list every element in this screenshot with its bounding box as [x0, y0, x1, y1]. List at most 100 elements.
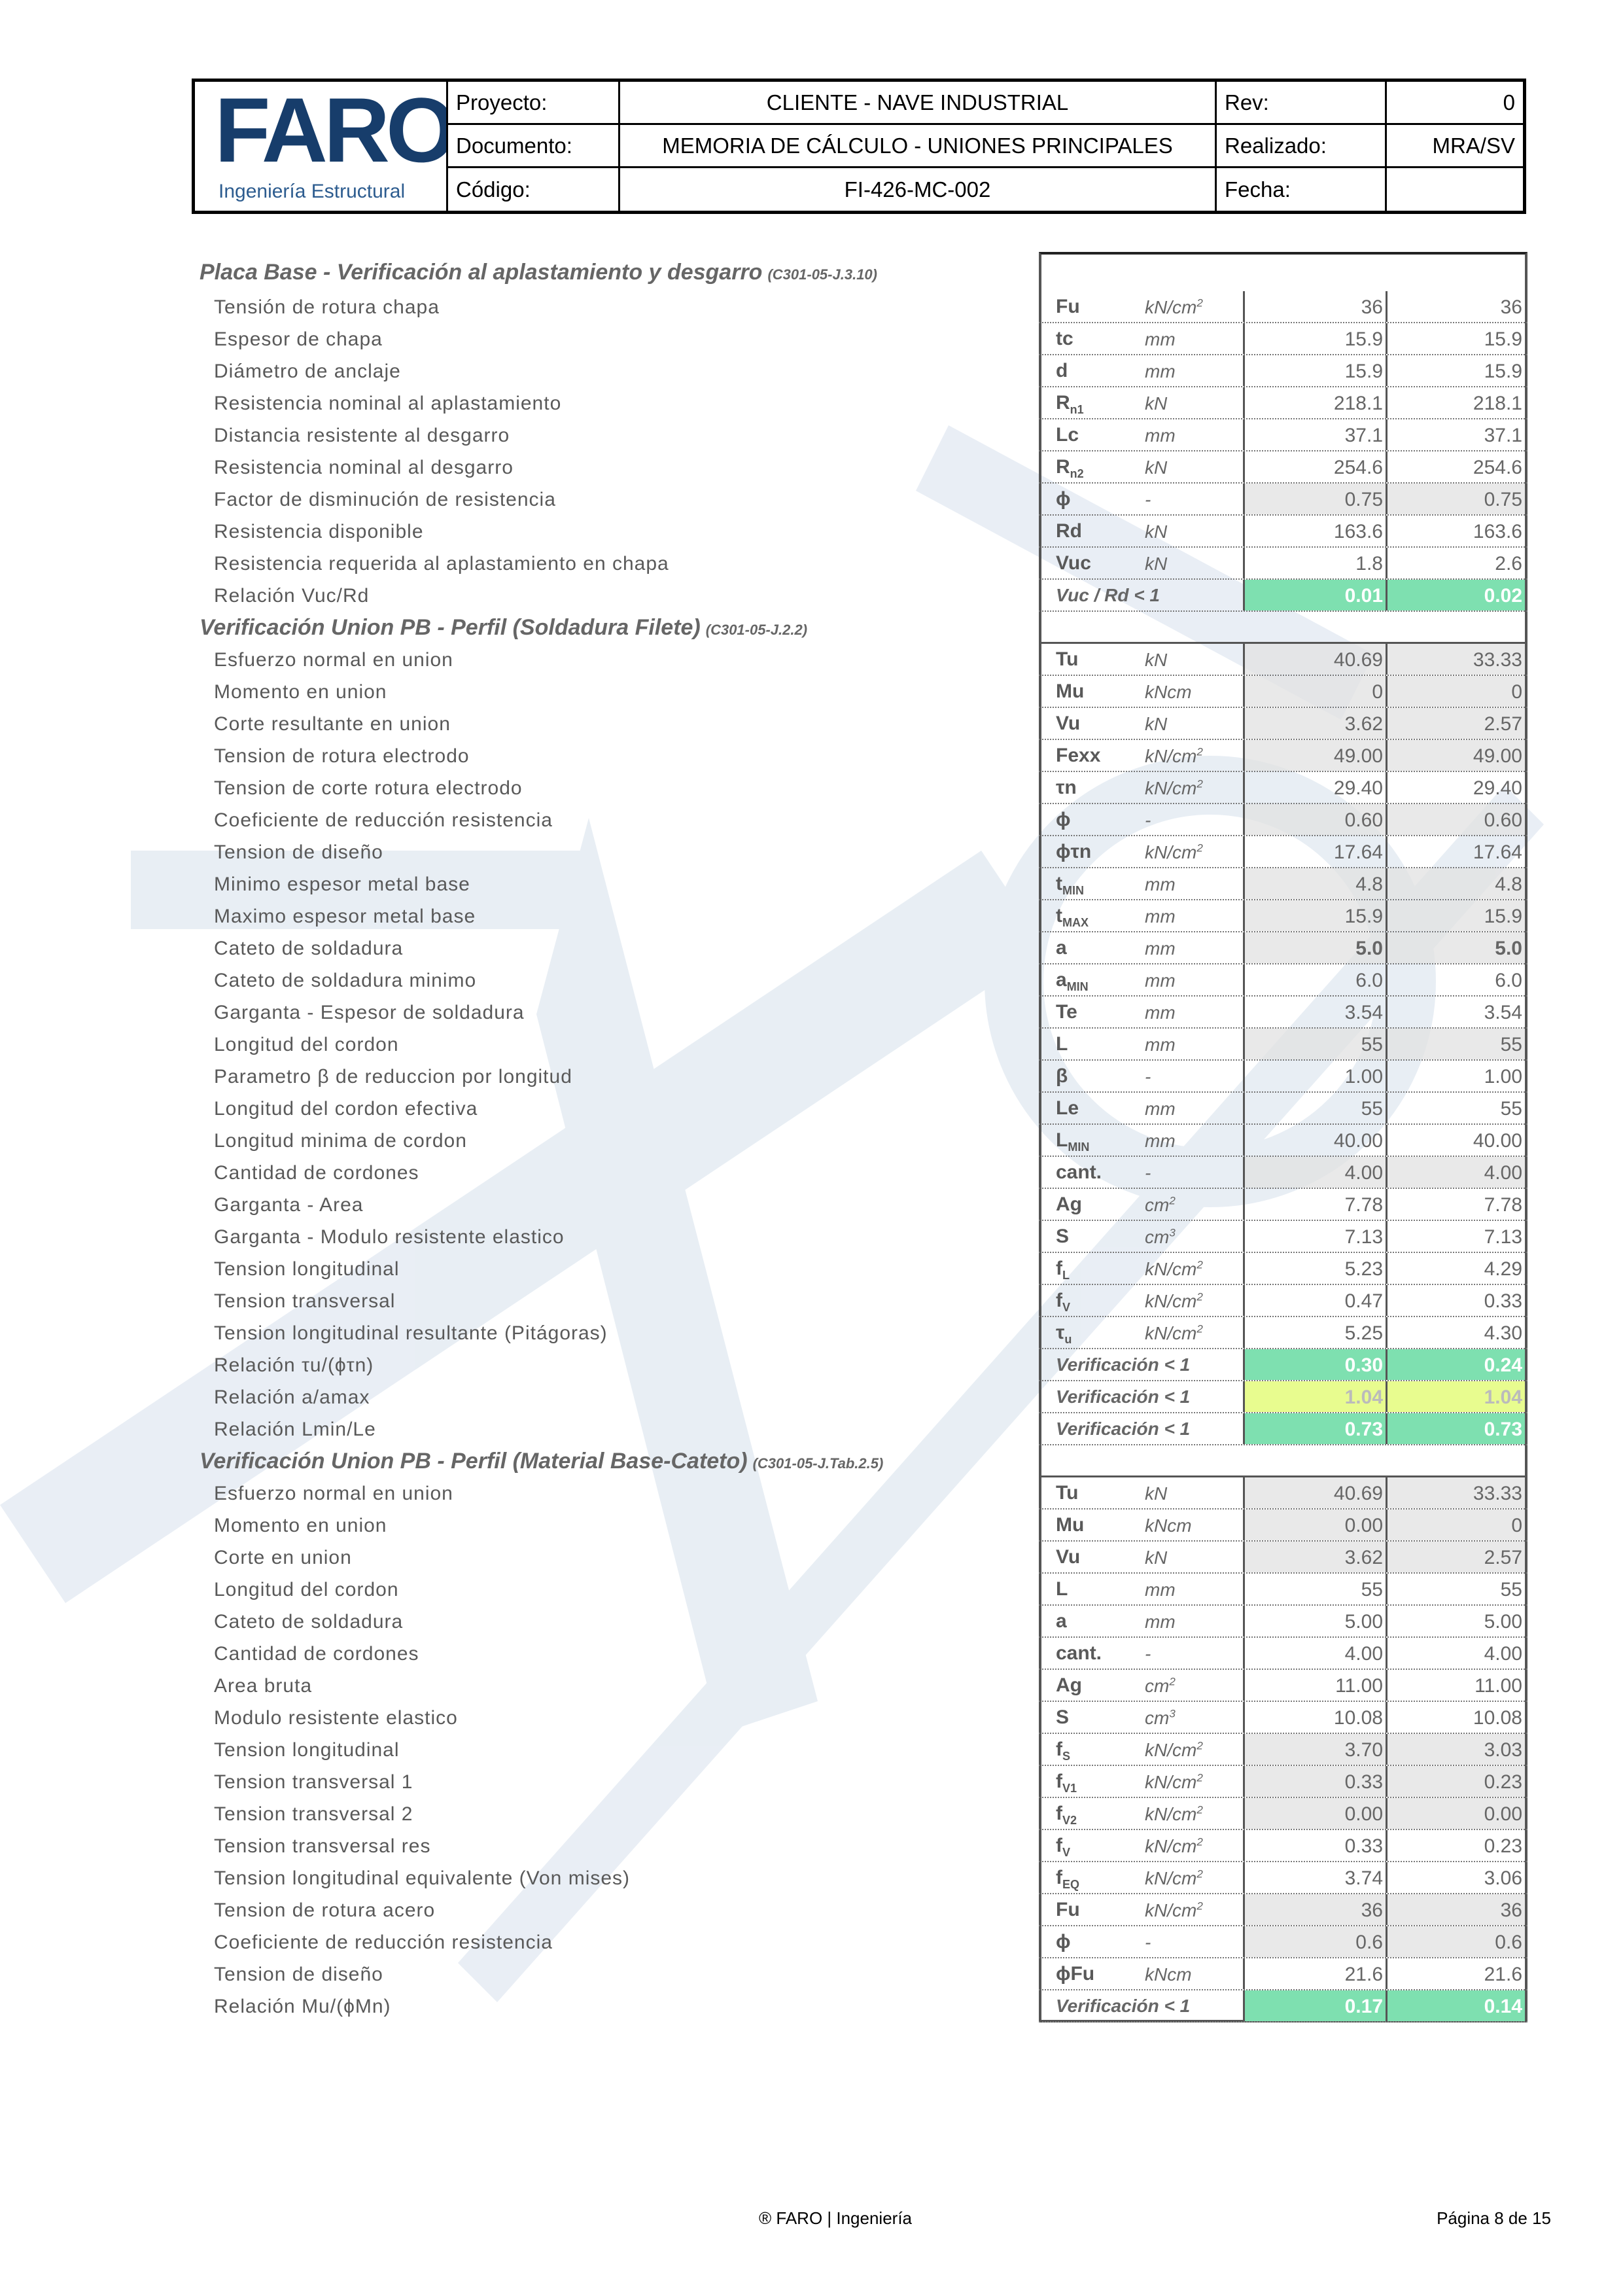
value-col-1: 5.25 [1243, 1317, 1386, 1348]
symbol-text: cant. [1056, 1161, 1102, 1183]
unit-text: mm [1145, 970, 1176, 991]
row-label: Tension transversal 1 [214, 1771, 413, 1793]
unit: kN [1145, 457, 1167, 479]
unit-text: kN/cm [1145, 1291, 1197, 1311]
unit: mm [1145, 1130, 1176, 1152]
table-row: fS kN/cm2 3.70 3.03 [1039, 1734, 1527, 1766]
table-row: ϕ - 0.6 0.6 [1039, 1926, 1527, 1958]
header-label2: Realizado: [1217, 125, 1387, 168]
section-code: (C301-05-J.2.2) [705, 622, 808, 638]
unit: kN [1145, 713, 1167, 735]
value-col-1: 6.0 [1243, 964, 1386, 995]
unit-text: kN [1145, 650, 1168, 670]
value-col-1: 0.75 [1243, 484, 1386, 514]
row-label: Relación Lmin/Le [214, 1419, 376, 1440]
section-title-text: Verificación Union PB - Perfil (Soldadur… [200, 615, 701, 640]
row-label: Tension de diseño [214, 1964, 383, 1985]
unit-exponent: 2 [1196, 745, 1203, 758]
symbol-subscript: u [1064, 1333, 1072, 1346]
symbol-text: f [1056, 1835, 1062, 1856]
symbol-text: Rd [1056, 520, 1082, 542]
symbol-text: cant. [1056, 1642, 1102, 1664]
row-label: Maximo espesor metal base [214, 906, 476, 927]
row-label: Cantidad de cordones [214, 1162, 419, 1184]
table-row: τn kN/cm2 29.40 29.40 [1039, 772, 1527, 804]
value-col-2: 7.78 [1386, 1189, 1525, 1220]
value-col-2: 0.23 [1386, 1830, 1525, 1861]
symbol: Tu [1056, 1481, 1078, 1505]
symbol: L [1056, 1033, 1068, 1056]
symbol: fV [1056, 1834, 1070, 1858]
value-col-1: 36 [1243, 1894, 1386, 1925]
symbol: Ag [1056, 1193, 1082, 1216]
value-col-2: 33.33 [1386, 644, 1525, 675]
unit: kN [1145, 553, 1167, 575]
value-col-1: 254.6 [1243, 451, 1386, 482]
unit-exponent: 2 [1169, 1194, 1176, 1207]
table-row: cant. - 4.00 4.00 [1039, 1157, 1527, 1189]
unit-exponent: 2 [1169, 1675, 1176, 1688]
value-col-2: 0.02 [1386, 580, 1525, 610]
unit: kN/cm2 [1145, 1803, 1203, 1826]
value-col-2: 17.64 [1386, 836, 1525, 867]
value-col-2: 2.6 [1386, 548, 1525, 578]
table-row: aMIN mm 6.0 6.0 [1039, 964, 1527, 997]
symbol-text: Tu [1056, 648, 1079, 670]
row-label: Area bruta [214, 1675, 313, 1697]
symbol: LMIN [1056, 1129, 1089, 1153]
value-col-1: 55 [1243, 1093, 1386, 1123]
table-row: ϕFu kNcm 21.6 21.6 [1039, 1958, 1527, 1990]
symbol-text: f [1056, 1867, 1062, 1888]
section-title: Verificación Union PB - Perfil (Material… [200, 1447, 883, 1478]
unit-text: mm [1145, 874, 1176, 894]
unit: kNcm [1145, 1515, 1192, 1537]
symbol: fV1 [1056, 1770, 1077, 1794]
symbol: S [1056, 1225, 1069, 1248]
table-row: Lc mm 37.1 37.1 [1039, 419, 1527, 451]
symbol: Lc [1056, 423, 1079, 447]
row-label: Esfuerzo normal en union [214, 1483, 453, 1504]
unit-text: mm [1145, 938, 1176, 959]
row-label: Resistencia nominal al desgarro [214, 457, 514, 478]
symbol: Vu [1056, 1545, 1080, 1569]
value-col-2: 218.1 [1386, 387, 1525, 418]
row-label: Longitud minima de cordon [214, 1130, 467, 1152]
symbol: Rn2 [1056, 455, 1084, 480]
value-col-1: 29.40 [1243, 772, 1386, 803]
unit-text: kNcm [1145, 1515, 1192, 1536]
table-row: τu kN/cm2 5.25 4.30 [1039, 1317, 1527, 1349]
value-col-1: 7.13 [1243, 1221, 1386, 1252]
value-col-2: 21.6 [1386, 1958, 1525, 1989]
table-row: Le mm 55 55 [1039, 1093, 1527, 1125]
unit-exponent: 2 [1196, 777, 1203, 790]
symbol: fEQ [1056, 1866, 1079, 1890]
value-col-1: 55 [1243, 1029, 1386, 1059]
unit: - [1145, 1932, 1151, 1954]
table-row: a mm 5.00 5.00 [1039, 1606, 1527, 1638]
value-col-1: 0.00 [1243, 1510, 1386, 1540]
unit-text: mm [1145, 1612, 1176, 1632]
header-value: FI-426-MC-002 [620, 168, 1217, 211]
unit-text: mm [1145, 1034, 1176, 1055]
verification-label: Vuc / Rd < 1 [1056, 585, 1160, 605]
symbol-text: t [1056, 905, 1062, 927]
unit-text: mm [1145, 361, 1176, 381]
unit-text: cm [1145, 1195, 1170, 1215]
symbol-text: ϕFu [1056, 1963, 1095, 1985]
symbol-text: Fexx [1056, 745, 1101, 766]
unit-text: kN/cm [1145, 1740, 1197, 1760]
value-col-1: 1.04 [1243, 1381, 1386, 1412]
unit-exponent: 2 [1196, 1322, 1203, 1335]
symbol-subscript: V [1062, 1301, 1071, 1314]
row-label: Modulo resistente elastico [214, 1707, 458, 1729]
value-col-1: 36 [1243, 291, 1386, 322]
unit: kN/cm2 [1145, 1771, 1203, 1793]
unit-text: kN/cm [1145, 746, 1197, 766]
value-col-2: 55 [1386, 1093, 1525, 1123]
unit-text: kN [1145, 521, 1168, 542]
row-label: Momento en union [214, 681, 387, 703]
verification-label: Verificación < 1 [1056, 1419, 1191, 1439]
value-col-1: 0.6 [1243, 1926, 1386, 1957]
value-col-2: 4.30 [1386, 1317, 1525, 1348]
row-label: Distancia resistente al desgarro [214, 425, 510, 446]
